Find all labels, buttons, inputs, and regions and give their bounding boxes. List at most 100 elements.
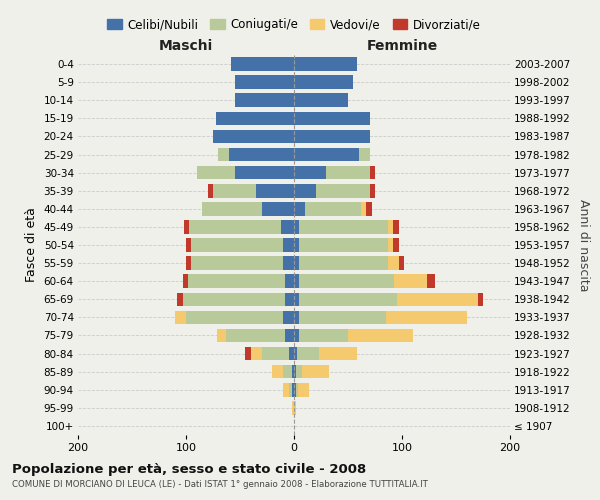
Bar xyxy=(294,292,299,306)
Bar xyxy=(394,238,399,252)
Bar xyxy=(302,365,329,378)
Bar xyxy=(197,166,235,179)
Bar xyxy=(299,328,348,342)
Bar xyxy=(186,238,191,252)
Bar xyxy=(191,256,283,270)
Bar xyxy=(427,274,436,288)
Bar xyxy=(305,202,361,215)
Bar xyxy=(294,220,299,234)
Bar xyxy=(286,328,294,342)
Bar xyxy=(175,310,186,324)
Bar xyxy=(213,130,294,143)
Bar xyxy=(292,365,294,378)
Bar xyxy=(294,76,353,89)
Bar xyxy=(283,310,294,324)
Text: COMUNE DI MORCIANO DI LEUCA (LE) - Dati ISTAT 1° gennaio 2008 - Elaborazione TUT: COMUNE DI MORCIANO DI LEUCA (LE) - Dati … xyxy=(12,480,428,489)
Bar xyxy=(394,220,399,234)
Bar xyxy=(216,112,294,125)
Bar xyxy=(286,292,294,306)
Bar xyxy=(281,220,294,234)
Bar xyxy=(245,347,251,360)
Bar xyxy=(296,383,298,396)
Bar xyxy=(289,383,292,396)
Bar xyxy=(388,238,394,252)
Bar xyxy=(186,310,283,324)
Bar xyxy=(299,310,386,324)
Bar xyxy=(370,166,375,179)
Bar xyxy=(316,184,370,198)
Bar xyxy=(370,184,375,198)
Bar xyxy=(186,256,191,270)
Bar xyxy=(297,347,319,360)
Bar xyxy=(294,274,299,288)
Bar xyxy=(208,184,213,198)
Bar xyxy=(388,256,399,270)
Text: Popolazione per età, sesso e stato civile - 2008: Popolazione per età, sesso e stato civil… xyxy=(12,462,366,475)
Y-axis label: Fasce di età: Fasce di età xyxy=(25,208,38,282)
Bar xyxy=(272,365,283,378)
Bar xyxy=(299,292,397,306)
Bar xyxy=(262,347,289,360)
Bar xyxy=(184,220,189,234)
Bar xyxy=(202,202,262,215)
Bar xyxy=(283,383,289,396)
Bar xyxy=(178,292,183,306)
Bar xyxy=(235,166,294,179)
Bar xyxy=(226,328,286,342)
Bar xyxy=(478,292,483,306)
Bar xyxy=(294,166,326,179)
Bar xyxy=(235,76,294,89)
Bar xyxy=(294,365,296,378)
Bar xyxy=(217,328,226,342)
Bar xyxy=(188,274,286,288)
Bar xyxy=(296,365,302,378)
Bar xyxy=(298,383,309,396)
Bar xyxy=(294,310,299,324)
Bar xyxy=(289,347,294,360)
Bar xyxy=(399,256,404,270)
Bar xyxy=(191,238,283,252)
Bar xyxy=(299,274,394,288)
Text: Maschi: Maschi xyxy=(159,39,213,53)
Y-axis label: Anni di nascita: Anni di nascita xyxy=(577,198,590,291)
Bar xyxy=(292,401,294,414)
Bar xyxy=(319,347,356,360)
Bar xyxy=(183,274,188,288)
Bar xyxy=(294,148,359,162)
Bar xyxy=(283,238,294,252)
Bar xyxy=(294,112,370,125)
Bar xyxy=(229,148,294,162)
Text: Femmine: Femmine xyxy=(367,39,437,53)
Bar xyxy=(299,238,388,252)
Bar xyxy=(251,347,262,360)
Bar xyxy=(183,292,286,306)
Bar xyxy=(294,184,316,198)
Bar xyxy=(294,238,299,252)
Bar xyxy=(397,292,478,306)
Bar xyxy=(232,58,294,71)
Bar xyxy=(218,148,229,162)
Bar xyxy=(283,365,292,378)
Bar xyxy=(386,310,467,324)
Bar xyxy=(294,130,370,143)
Bar xyxy=(388,220,394,234)
Bar xyxy=(294,401,296,414)
Bar xyxy=(292,383,294,396)
Bar xyxy=(367,202,372,215)
Bar xyxy=(294,328,299,342)
Legend: Celibi/Nubili, Coniugati/e, Vedovi/e, Divorziati/e: Celibi/Nubili, Coniugati/e, Vedovi/e, Di… xyxy=(103,14,485,36)
Bar xyxy=(361,202,367,215)
Bar xyxy=(189,220,281,234)
Bar xyxy=(299,256,388,270)
Bar xyxy=(286,274,294,288)
Bar xyxy=(294,347,297,360)
Bar xyxy=(294,58,356,71)
Bar xyxy=(262,202,294,215)
Bar xyxy=(348,328,413,342)
Bar xyxy=(283,256,294,270)
Bar xyxy=(256,184,294,198)
Bar xyxy=(294,202,305,215)
Bar xyxy=(235,94,294,107)
Bar xyxy=(294,256,299,270)
Bar xyxy=(359,148,370,162)
